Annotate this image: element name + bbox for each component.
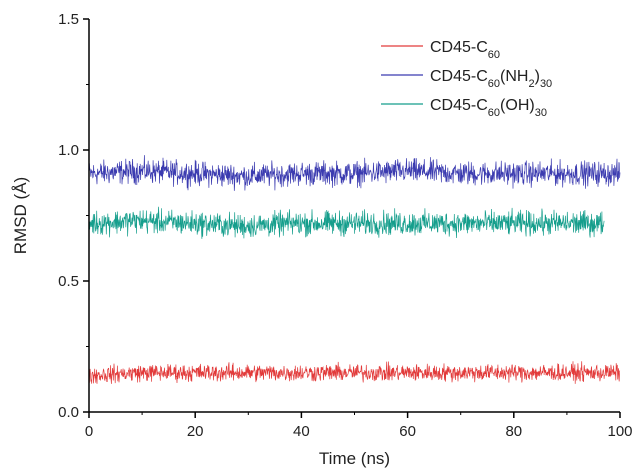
x-tick-label: 40 [293, 423, 310, 440]
x-tick-label: 0 [85, 423, 93, 440]
x-tick-label: 100 [607, 423, 632, 440]
legend-item: CD45-C60(OH)30 [381, 97, 547, 119]
legend-item: CD45-C60 [381, 39, 500, 61]
y-tick-label: 1.0 [58, 142, 79, 159]
y-tick-label: 1.5 [58, 11, 79, 28]
series-line-2 [88, 361, 621, 384]
series-line-0 [88, 155, 621, 191]
x-tick-label: 20 [187, 423, 204, 440]
series-line-1 [88, 206, 605, 239]
legend-label: CD45-C60 [430, 39, 500, 61]
legend-label: CD45-C60(OH)30 [430, 97, 547, 119]
legend-label: CD45-C60(NH2)30 [430, 68, 552, 90]
y-axis-title: RMSD (Å) [11, 177, 30, 254]
x-axis-title: Time (ns) [319, 449, 390, 468]
legend-item: CD45-C60(NH2)30 [381, 68, 552, 90]
x-tick-label: 80 [505, 423, 522, 440]
legend: CD45-C60 CD45-C60(NH2)30 CD45-C60(OH)30 [381, 39, 552, 119]
ticks-layer: 0 20 40 60 80 100 0.0 0.5 1.0 1.5 [58, 11, 632, 440]
series-layer [88, 155, 621, 384]
x-tick-label: 60 [399, 423, 416, 440]
y-tick-label: 0.5 [58, 273, 79, 290]
y-tick-label: 0.0 [58, 404, 79, 421]
